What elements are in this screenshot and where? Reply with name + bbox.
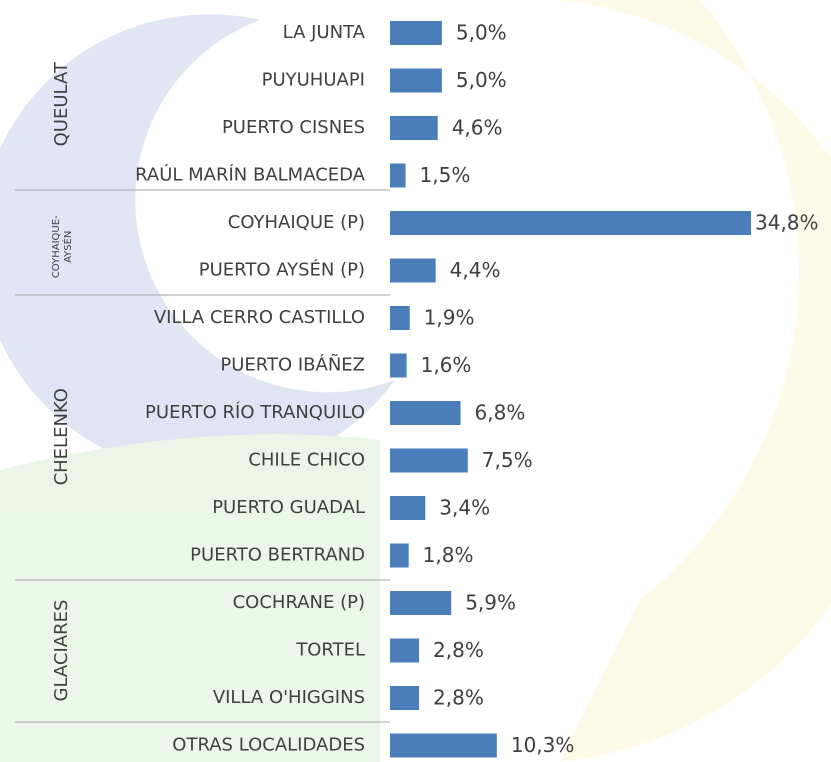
- category-label: COCHRANE (P): [233, 592, 365, 613]
- bar: [390, 686, 420, 710]
- group-label: CHELENKO: [51, 388, 72, 485]
- value-label: 1,6%: [421, 353, 472, 377]
- bar: [390, 116, 438, 140]
- value-label: 4,4%: [450, 258, 501, 282]
- value-label: 34,8%: [755, 211, 819, 235]
- bar: [390, 591, 452, 615]
- group-label: GLACIARES: [51, 600, 72, 702]
- category-label: LA JUNTA: [283, 22, 366, 43]
- category-label: VILLA CERRO CASTILLO: [154, 307, 365, 328]
- bar: [390, 163, 406, 188]
- category-label: PUERTO RÍO TRANQUILO: [145, 401, 365, 423]
- group-label: COYHAIQUE-: [51, 215, 62, 278]
- value-label: 5,0%: [456, 21, 507, 45]
- category-label: PUYUHUAPI: [262, 70, 365, 91]
- category-label: PUERTO IBÁÑEZ: [220, 354, 365, 376]
- bar: [390, 353, 407, 378]
- category-label: PUERTO AYSÉN (P): [199, 259, 365, 281]
- category-label: COYHAIQUE (P): [228, 212, 365, 233]
- value-label: 5,0%: [456, 68, 507, 92]
- bar: [390, 401, 461, 425]
- value-label: 2,8%: [433, 638, 484, 662]
- category-label: PUERTO CISNES: [222, 117, 365, 138]
- bar: [390, 68, 442, 93]
- value-label: 1,9%: [424, 306, 475, 330]
- value-label: 2,8%: [433, 686, 484, 710]
- bar: [390, 496, 426, 520]
- value-label: 6,8%: [475, 401, 526, 425]
- value-label: 4,6%: [452, 116, 503, 140]
- separators: [15, 189, 390, 723]
- category-label: RAÚL MARÍN BALMACEDA: [135, 164, 366, 186]
- bar: [390, 21, 442, 45]
- bar: [390, 448, 468, 473]
- bar: [390, 733, 497, 758]
- group-label: QUEULAT: [51, 61, 72, 146]
- bar: [390, 638, 420, 663]
- value-label: 10,3%: [511, 733, 575, 757]
- bar: [390, 306, 410, 330]
- value-label: 5,9%: [465, 591, 516, 615]
- category-label: VILLA O'HIGGINS: [213, 687, 365, 708]
- bar: [390, 258, 436, 283]
- bar: [390, 211, 751, 235]
- category-label: TORTEL: [295, 640, 365, 661]
- category-label: PUERTO GUADAL: [212, 497, 365, 518]
- bar: [390, 543, 409, 568]
- category-label: CHILE CHICO: [248, 450, 365, 471]
- value-label: 1,5%: [420, 163, 471, 187]
- decor-crescent: [0, 14, 395, 475]
- value-label: 1,8%: [423, 543, 474, 567]
- category-label: OTRAS LOCALIDADES: [172, 735, 365, 756]
- value-label: 7,5%: [482, 448, 533, 472]
- group-label: AYSÉN: [61, 231, 74, 263]
- category-label: PUERTO BERTRAND: [190, 545, 365, 566]
- decor-yellow: [480, 0, 831, 762]
- decor-green: [0, 434, 380, 762]
- value-label: 3,4%: [439, 496, 490, 520]
